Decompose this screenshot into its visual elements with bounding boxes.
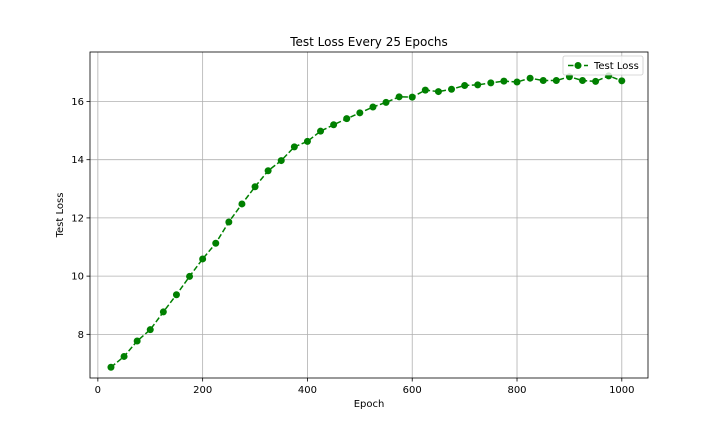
x-tick-label: 0 — [95, 385, 101, 396]
data-point — [539, 77, 547, 85]
data-point — [199, 255, 207, 263]
data-point — [146, 326, 154, 334]
data-point — [225, 218, 233, 226]
data-point — [434, 88, 442, 96]
data-point — [120, 352, 128, 360]
data-point — [421, 86, 429, 94]
plot-frame — [89, 51, 649, 379]
data-point — [356, 109, 364, 117]
data-point — [487, 79, 495, 87]
plot-area — [90, 52, 648, 378]
chart-title: Test Loss Every 25 Epochs — [289, 35, 448, 49]
data-point — [369, 103, 377, 111]
legend-marker — [574, 62, 582, 69]
data-point — [526, 74, 534, 82]
y-tick-label: 12 — [71, 213, 84, 224]
x-axis-label: Epoch — [354, 399, 385, 410]
legend-label: Test Loss — [593, 61, 639, 72]
data-point — [290, 143, 298, 151]
data-point — [264, 167, 272, 175]
axis-ticks: 0 200 400 600 800 1000 8 10 12 14 16 — [71, 97, 634, 396]
x-tick-label: 200 — [193, 385, 212, 396]
data-point — [159, 308, 167, 316]
data-point — [172, 291, 180, 299]
y-tick-label: 16 — [71, 97, 84, 108]
y-tick-label: 10 — [71, 272, 84, 283]
data-point — [238, 200, 246, 208]
data-point — [461, 81, 469, 89]
x-tick-label: 800 — [507, 385, 526, 396]
legend-box — [562, 55, 644, 76]
data-point — [579, 77, 587, 85]
data-point — [251, 183, 259, 191]
data-point — [513, 78, 521, 86]
y-axis-label: Test Loss — [55, 193, 66, 239]
grid — [90, 52, 648, 378]
data-point — [303, 137, 311, 145]
series-line — [110, 75, 623, 368]
data-point — [500, 77, 508, 85]
legend: Test Loss — [562, 55, 644, 76]
y-tick-label: 14 — [71, 155, 84, 166]
data-point — [448, 85, 456, 93]
data-point — [107, 363, 115, 371]
data-point — [618, 77, 626, 85]
data-point — [212, 239, 220, 247]
x-tick-label: 600 — [403, 385, 422, 396]
data-point — [343, 115, 351, 123]
data-point — [133, 337, 141, 345]
y-tick-label: 8 — [78, 330, 84, 341]
x-tick-label: 1000 — [609, 385, 634, 396]
data-point — [186, 272, 194, 280]
data-point — [474, 81, 482, 89]
data-point — [592, 77, 600, 85]
data-point — [408, 93, 416, 101]
data-point — [317, 127, 325, 135]
x-tick-label: 400 — [298, 385, 317, 396]
data-point — [330, 121, 338, 129]
data-point — [552, 77, 560, 85]
data-point — [277, 157, 285, 165]
series-layer — [107, 72, 626, 371]
data-point — [382, 98, 390, 106]
data-point — [395, 93, 403, 101]
